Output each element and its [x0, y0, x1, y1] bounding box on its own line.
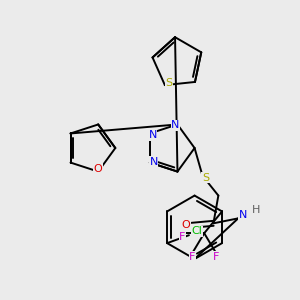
Text: N: N: [150, 157, 158, 166]
Text: F: F: [179, 232, 186, 242]
Text: N: N: [148, 130, 157, 140]
Text: Cl: Cl: [191, 226, 202, 236]
Text: S: S: [165, 78, 172, 88]
Text: O: O: [94, 164, 103, 174]
Text: H: H: [252, 206, 260, 215]
Text: N: N: [171, 121, 180, 130]
Text: F: F: [213, 252, 219, 262]
Text: S: S: [202, 173, 209, 183]
Text: F: F: [189, 252, 196, 262]
Text: N: N: [239, 210, 247, 220]
Text: O: O: [181, 220, 190, 230]
